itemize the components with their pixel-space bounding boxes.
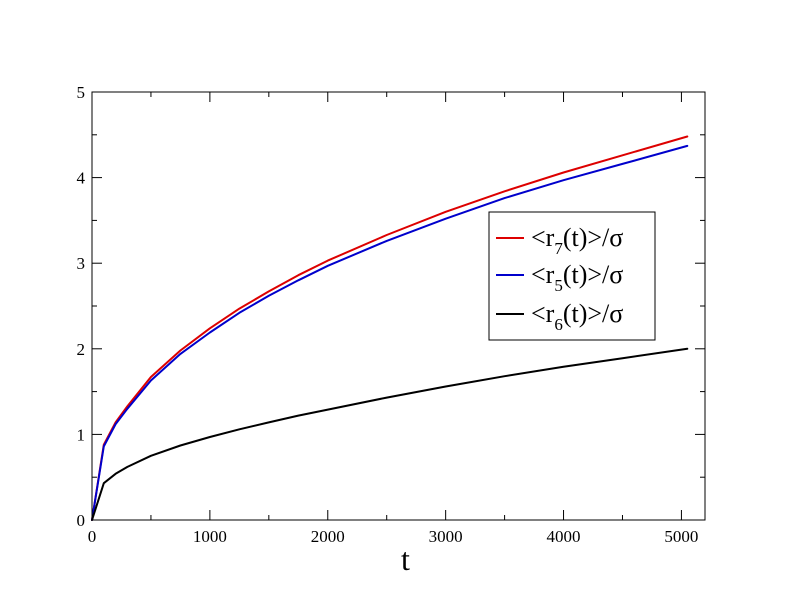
- x-tick-label: 2000: [311, 527, 345, 546]
- x-tick-label: 3000: [429, 527, 463, 546]
- y-tick-label: 1: [77, 425, 86, 444]
- y-tick-label: 4: [77, 169, 86, 188]
- legend: <r7(t)>/σ<r5(t)>/σ <r6(t)>/σ: [488, 211, 656, 341]
- series-line-6: [91, 347, 689, 521]
- x-axis-title: t: [401, 541, 410, 577]
- series-layer: [91, 135, 689, 521]
- x-tick-label: 1000: [193, 527, 227, 546]
- y-tick-label: 2: [77, 340, 86, 359]
- y-tick-label: 3: [77, 254, 86, 273]
- y-tick-label: 0: [77, 511, 86, 530]
- legend-entries: <r7(t)>/σ<r5(t)>/σ <r6(t)>/σ: [496, 223, 623, 334]
- y-tick-label: 5: [77, 83, 86, 102]
- x-tick-label: 0: [88, 527, 97, 546]
- labels-layer: 0 1000 2000 3000 4000 5000 0 1 2 3 4 5: [77, 83, 699, 546]
- series-line-5: [91, 144, 689, 521]
- legend-label-6: <r6(t)>/σ: [531, 299, 623, 334]
- x-tick-label: 5000: [664, 527, 698, 546]
- ticks-layer: [91, 91, 705, 521]
- legend-label-7: <r7(t)>/σ: [531, 223, 623, 258]
- x-tick-label: 4000: [547, 527, 581, 546]
- series-line-7: [91, 135, 689, 521]
- legend-label-5: <r5(t)>/σ: [531, 260, 623, 295]
